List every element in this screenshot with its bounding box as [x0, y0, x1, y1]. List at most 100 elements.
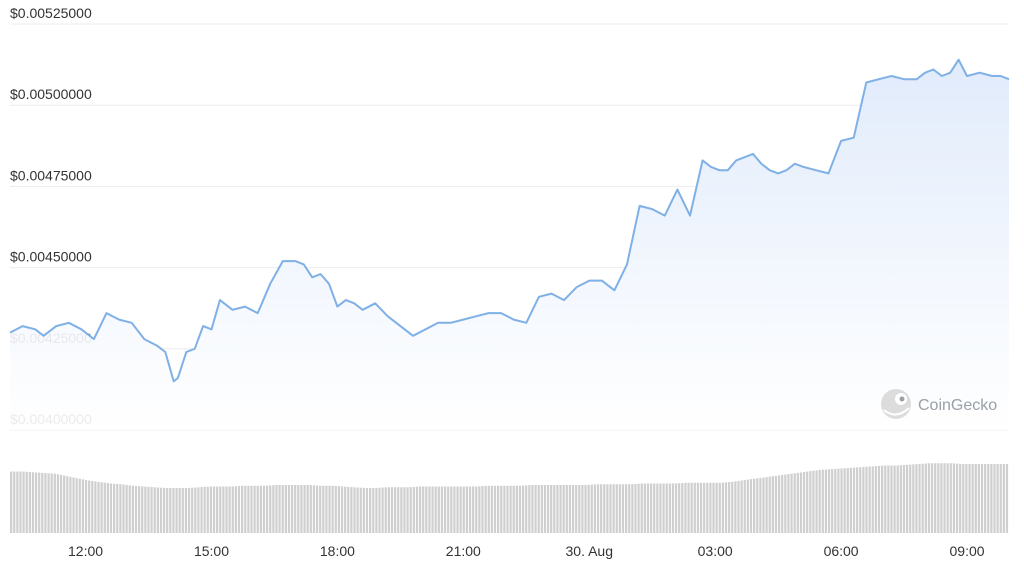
volume-bar [587, 484, 590, 533]
volume-bar [777, 475, 781, 533]
volume-bar [721, 482, 725, 533]
volume-bar [106, 483, 109, 533]
volume-bar [284, 485, 287, 533]
volume-bar [337, 486, 341, 533]
volume-bar [943, 463, 946, 533]
volume-bar [759, 477, 762, 533]
volume-bar [465, 486, 469, 533]
volume-bar [600, 484, 603, 533]
volume-bar [459, 486, 462, 533]
volume-bar [425, 486, 428, 533]
volume-bar [250, 485, 253, 533]
volume-bar [53, 473, 56, 533]
volume-bar [415, 486, 419, 533]
volume-bar [646, 483, 650, 533]
volume-bar [147, 486, 150, 533]
volume-bar [706, 482, 709, 533]
watermark-text: CoinGecko [918, 397, 997, 414]
volume-bar [831, 469, 834, 533]
volume-bar [1002, 464, 1005, 533]
volume-bar [712, 482, 715, 533]
volume-bar [503, 485, 506, 533]
volume-bar [228, 486, 231, 533]
volume-bar [743, 480, 746, 533]
volume-bar [131, 485, 134, 533]
volume-bar [331, 485, 334, 533]
volume-bar [771, 476, 774, 533]
volume-bar [275, 485, 278, 533]
volume-bar [269, 485, 272, 533]
volume-bar [756, 478, 759, 533]
volume-bar [649, 483, 653, 533]
volume-bar [824, 469, 828, 533]
volume-bar [628, 484, 631, 533]
volume-bar [194, 487, 197, 533]
volume-bar [671, 483, 675, 533]
volume-bar [525, 485, 528, 533]
volume-bar [212, 486, 216, 533]
volume-bar [999, 464, 1002, 533]
volume-bar [609, 484, 612, 533]
volume-bar [512, 485, 515, 533]
volume-bar [896, 465, 899, 533]
volume-bar [899, 465, 902, 533]
volume-bar [709, 482, 712, 533]
volume-bar [128, 485, 131, 533]
volume-bar [603, 484, 606, 533]
volume-bar [222, 486, 225, 533]
volume-bar [297, 485, 300, 533]
volume-bar [668, 483, 671, 533]
volume-bar [681, 483, 684, 533]
volume-bar [484, 485, 487, 533]
x-tick-label: 03:00 [698, 543, 733, 559]
volume-bar [138, 486, 141, 533]
volume-bar [384, 487, 387, 533]
volume-bar [915, 464, 918, 533]
volume-bar [946, 463, 949, 533]
volume-bar [965, 464, 968, 533]
volume-bar [715, 482, 718, 533]
volume-bar [1005, 464, 1009, 533]
volume-bar [949, 463, 952, 533]
volume-bar [66, 476, 69, 533]
volume-bar [531, 485, 534, 533]
volume-bar [497, 485, 500, 533]
volume-bar [431, 486, 434, 533]
volume-bar [556, 485, 559, 533]
volume-bar [412, 486, 415, 533]
volume-bar [787, 474, 790, 533]
volume-bar [178, 488, 181, 533]
volume-bar [840, 468, 843, 533]
volume-bar [219, 486, 222, 533]
volume-bar [837, 468, 840, 533]
volume-bar [918, 463, 921, 533]
volume-bar [172, 488, 175, 533]
volume-bar [156, 487, 159, 533]
volume-bar [84, 479, 88, 533]
volume-bar [865, 466, 868, 533]
volume-bar [281, 485, 284, 533]
volume-bar [378, 487, 381, 533]
volume-bar [91, 481, 94, 533]
x-tick-label: 12:00 [68, 543, 103, 559]
volume-bar [796, 472, 799, 533]
volume-bar [344, 486, 347, 533]
volume-bar [462, 486, 465, 533]
volume-bar [518, 485, 522, 533]
volume-bar [659, 483, 662, 533]
volume-bar [790, 473, 793, 533]
volume-bar [515, 485, 518, 533]
volume-bar [590, 484, 593, 533]
volume-bar [209, 486, 213, 533]
volume-bar [278, 485, 281, 533]
volume-bar [621, 484, 625, 533]
volume-bar [187, 487, 191, 533]
volume-bar [996, 464, 999, 533]
volume-bar [38, 472, 41, 533]
volume-bar [16, 471, 19, 533]
volume-bar [109, 483, 113, 533]
price-series-line [9, 58, 1010, 383]
volume-bar [734, 481, 737, 533]
volume-bar [393, 487, 397, 533]
volume-bar [843, 468, 846, 533]
